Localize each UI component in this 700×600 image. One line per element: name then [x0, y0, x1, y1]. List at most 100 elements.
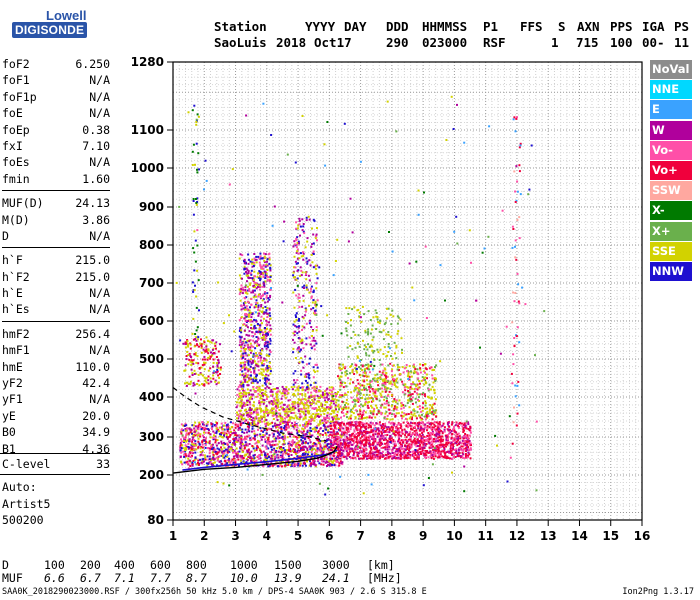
echo-point	[320, 452, 323, 455]
echo-point	[449, 428, 451, 431]
echo-point	[268, 464, 271, 467]
echo-point	[282, 452, 285, 455]
echo-point	[358, 415, 361, 418]
echo-point	[337, 447, 340, 450]
echo-point	[421, 433, 424, 436]
echo-point	[270, 411, 273, 414]
echo-point	[189, 465, 192, 467]
echo-point	[317, 424, 320, 427]
echo-point	[299, 393, 302, 396]
echo-point	[254, 442, 257, 445]
echo-point	[340, 433, 343, 436]
echo-point	[402, 404, 404, 407]
echo-point	[262, 411, 265, 413]
echo-point	[434, 440, 437, 443]
echo-point	[224, 460, 227, 463]
echo-point	[412, 365, 415, 368]
echo-point	[228, 450, 231, 453]
echo-point	[378, 449, 381, 452]
echo-point	[377, 453, 380, 456]
echo-point	[404, 413, 407, 416]
echo-point	[262, 389, 264, 391]
echo-point	[388, 448, 391, 451]
echo-point	[399, 427, 402, 429]
echo-point	[322, 396, 325, 399]
echo-point	[290, 454, 293, 456]
echo-point	[385, 410, 388, 413]
echo-point	[236, 404, 239, 407]
echo-point	[324, 444, 327, 447]
echo-point	[329, 433, 332, 436]
echo-point	[273, 400, 276, 402]
echo-point	[431, 422, 434, 425]
echo-point	[295, 463, 298, 466]
echo-point	[446, 423, 449, 426]
echo-point	[438, 423, 441, 426]
echo-point	[422, 443, 425, 446]
echo-point	[364, 411, 367, 414]
echo-point	[255, 386, 258, 389]
echo-point	[196, 425, 199, 428]
echo-point	[409, 400, 412, 403]
echo-point	[404, 389, 407, 392]
echo-point	[257, 314, 260, 317]
echo-point	[458, 435, 461, 438]
echo-point	[405, 454, 407, 457]
echo-point	[243, 431, 246, 434]
echo-point	[282, 447, 285, 449]
echo-point	[466, 437, 469, 440]
echo-point	[325, 396, 328, 399]
echo-point	[373, 377, 376, 380]
echo-point	[401, 456, 404, 459]
echo-point	[269, 457, 272, 460]
echo-point	[338, 366, 341, 369]
echo-point	[210, 445, 213, 448]
echo-point	[224, 442, 227, 445]
echo-point	[345, 457, 348, 460]
echo-point	[315, 453, 318, 456]
echo-point	[314, 465, 317, 468]
echo-point	[384, 446, 386, 449]
echo-point	[291, 422, 294, 425]
echo-point	[370, 444, 373, 447]
echo-point	[242, 460, 245, 463]
echo-point	[365, 452, 368, 455]
echo-point	[470, 444, 472, 446]
echo-point	[249, 456, 252, 458]
echo-point	[329, 439, 332, 442]
echo-point	[244, 289, 247, 291]
echo-point	[402, 384, 405, 387]
echo-point	[242, 302, 245, 305]
echo-point	[363, 434, 366, 437]
echo-point	[408, 365, 411, 368]
echo-point	[350, 391, 353, 394]
echo-point	[317, 413, 320, 416]
echo-point	[265, 432, 268, 435]
echo-point	[452, 447, 454, 450]
echo-point	[417, 425, 420, 428]
param-name: foEp	[2, 122, 30, 137]
echo-point	[243, 444, 246, 447]
echo-point	[427, 440, 430, 443]
echo-point	[253, 270, 256, 273]
echo-point	[461, 452, 464, 455]
echo-point	[369, 381, 372, 383]
echo-point	[412, 426, 415, 429]
echo-point	[268, 434, 271, 437]
echo-point	[374, 392, 377, 395]
echo-point	[333, 423, 336, 426]
echo-point	[380, 413, 383, 416]
echo-point	[240, 448, 243, 451]
echo-point	[239, 361, 242, 364]
echo-point	[338, 428, 340, 431]
echo-point	[332, 402, 335, 405]
echo-point	[366, 457, 368, 460]
echo-point	[228, 460, 231, 463]
echo-point	[381, 390, 384, 393]
echo-point	[266, 421, 269, 424]
echo-point	[333, 426, 336, 429]
echo-point	[403, 367, 406, 370]
echo-point	[408, 417, 411, 420]
echo-point	[441, 431, 444, 434]
echo-point	[326, 425, 329, 428]
